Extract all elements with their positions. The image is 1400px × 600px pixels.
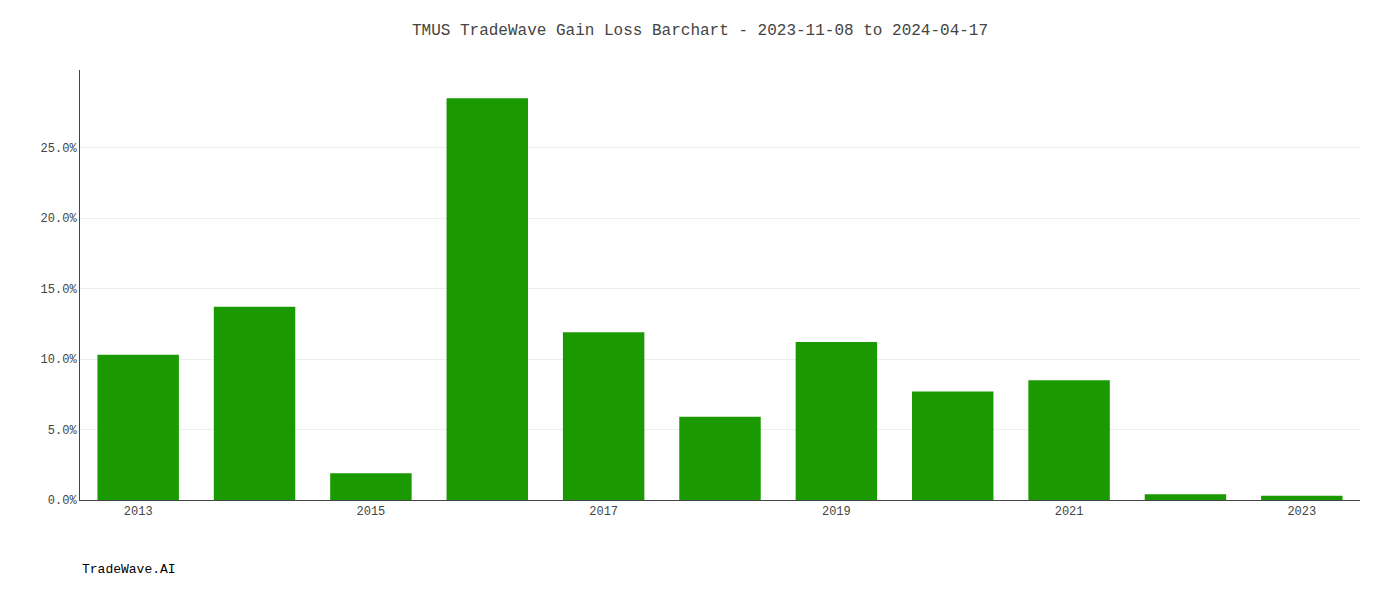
svg-text:20.0%: 20.0% xyxy=(41,212,78,226)
svg-text:2013: 2013 xyxy=(124,505,153,519)
svg-text:5.0%: 5.0% xyxy=(48,424,78,438)
svg-text:2023: 2023 xyxy=(1287,505,1316,519)
svg-text:15.0%: 15.0% xyxy=(41,283,78,297)
svg-text:TMUS TradeWave Gain Loss Barch: TMUS TradeWave Gain Loss Barchart - 2023… xyxy=(412,22,988,40)
svg-text:2017: 2017 xyxy=(589,505,618,519)
svg-text:25.0%: 25.0% xyxy=(41,142,78,156)
svg-text:10.0%: 10.0% xyxy=(41,353,78,367)
svg-text:2015: 2015 xyxy=(357,505,386,519)
svg-text:TradeWave.AI: TradeWave.AI xyxy=(82,562,176,577)
svg-text:2019: 2019 xyxy=(822,505,851,519)
svg-text:0.0%: 0.0% xyxy=(48,494,78,508)
svg-text:2021: 2021 xyxy=(1055,505,1084,519)
